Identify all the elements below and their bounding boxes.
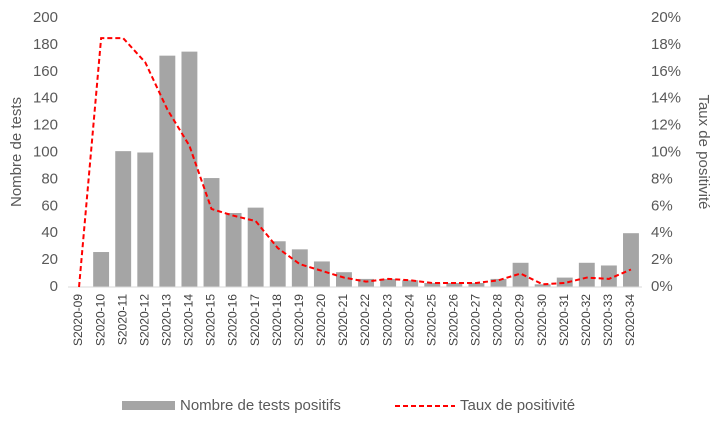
x-tick-label: S2020-09 bbox=[71, 294, 85, 346]
y-tick-label: 40 bbox=[41, 224, 58, 241]
x-tick-label: S2020-28 bbox=[491, 294, 505, 346]
y-tick-label: 200 bbox=[33, 9, 58, 26]
y2-tick-label: 8% bbox=[651, 170, 673, 187]
x-tick-label: S2020-32 bbox=[579, 294, 593, 346]
bar bbox=[468, 282, 485, 287]
x-tick-label: S2020-27 bbox=[469, 294, 483, 346]
bar bbox=[402, 280, 419, 287]
bar bbox=[358, 278, 374, 287]
bar bbox=[115, 151, 132, 287]
bar bbox=[600, 265, 617, 287]
line bbox=[78, 37, 632, 288]
x-tick-label: S2020-16 bbox=[226, 294, 240, 346]
bar bbox=[512, 262, 529, 287]
x-tick-label: S2020-33 bbox=[601, 294, 615, 346]
y2-tick-label: 16% bbox=[651, 63, 681, 80]
bar bbox=[446, 282, 463, 287]
bar bbox=[247, 207, 264, 287]
bar bbox=[159, 55, 176, 287]
y2-axis-title: Taux de positivité bbox=[695, 94, 712, 209]
y-tick-label: 120 bbox=[33, 117, 58, 134]
x-tick-label: S2020-12 bbox=[137, 294, 151, 346]
x-tick-label: S2020-19 bbox=[292, 294, 306, 346]
x-tick-label: S2020-10 bbox=[93, 294, 107, 346]
bar bbox=[269, 241, 286, 287]
y2-tick-label: 14% bbox=[651, 90, 681, 107]
bar bbox=[380, 278, 397, 287]
x-tick-label: S2020-34 bbox=[623, 294, 637, 346]
y2-tick-label: 12% bbox=[651, 117, 681, 134]
y2-tick-label: 2% bbox=[651, 251, 673, 268]
x-tick-label: S2020-29 bbox=[513, 294, 527, 346]
legend-swatch bbox=[122, 401, 175, 410]
x-tick-label: S2020-13 bbox=[160, 294, 174, 346]
x-tick-label: S2020-17 bbox=[248, 294, 262, 346]
y-tick-label: 20 bbox=[41, 251, 58, 268]
y2-tick-label: 20% bbox=[651, 9, 681, 26]
y-tick-label: 0 bbox=[50, 278, 58, 295]
bar bbox=[534, 284, 551, 287]
x-tick-label: S2020-11 bbox=[115, 294, 129, 345]
y-tick-label: 160 bbox=[33, 63, 58, 80]
x-tick-label: S2020-24 bbox=[402, 294, 416, 346]
y-tick-label: 80 bbox=[41, 170, 58, 187]
x-tick-label: S2020-15 bbox=[204, 294, 218, 346]
y2-tick-label: 18% bbox=[651, 36, 681, 53]
y-tick-label: 140 bbox=[33, 90, 58, 107]
y-axis-title: Nombre de tests bbox=[8, 97, 25, 207]
y-tick-label: 100 bbox=[33, 143, 58, 160]
bar bbox=[291, 249, 308, 287]
bar bbox=[424, 282, 441, 287]
x-tick-label: S2020-25 bbox=[424, 294, 438, 346]
x-tick-label: S2020-23 bbox=[380, 294, 394, 346]
bar bbox=[203, 178, 220, 287]
x-tick-label: S2020-18 bbox=[270, 294, 284, 346]
legend-label: Nombre de tests positifs bbox=[180, 397, 341, 414]
y2-tick-label: 6% bbox=[651, 197, 673, 214]
y2-tick-label: 0% bbox=[651, 278, 673, 295]
y-tick-label: 60 bbox=[41, 197, 58, 214]
y2-tick-label: 10% bbox=[651, 143, 681, 160]
x-tick-label: S2020-20 bbox=[314, 294, 328, 346]
x-tick-label: S2020-21 bbox=[336, 294, 350, 346]
bar bbox=[578, 262, 595, 287]
bar bbox=[137, 152, 154, 287]
x-tick-label: S2020-14 bbox=[182, 294, 196, 346]
bar bbox=[313, 261, 330, 287]
bar bbox=[225, 213, 242, 287]
x-tick-label: S2020-26 bbox=[447, 294, 461, 346]
y2-tick-label: 4% bbox=[651, 224, 673, 241]
bar bbox=[336, 272, 352, 287]
legend-label: Taux de positivité bbox=[460, 397, 575, 414]
x-tick-label: S2020-31 bbox=[557, 294, 571, 346]
x-tick-label: S2020-30 bbox=[535, 294, 549, 346]
bar bbox=[623, 233, 639, 287]
y-tick-label: 180 bbox=[33, 36, 58, 53]
bar bbox=[181, 51, 198, 287]
bar bbox=[93, 252, 110, 287]
bar bbox=[490, 278, 507, 287]
bar bbox=[556, 277, 573, 287]
x-tick-label: S2020-22 bbox=[358, 294, 372, 346]
